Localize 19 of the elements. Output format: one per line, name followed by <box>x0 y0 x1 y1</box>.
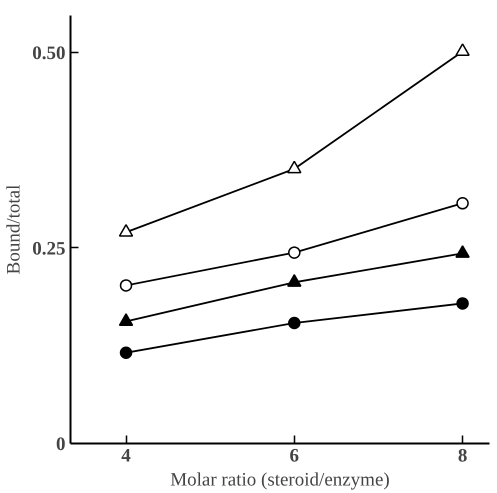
x-tick-label: 8 <box>458 446 468 466</box>
point <box>288 316 301 330</box>
point <box>120 279 132 292</box>
point <box>455 43 470 56</box>
point <box>456 197 469 210</box>
x-tick-label: 4 <box>121 446 132 466</box>
y-axis-title: Bound/total <box>3 184 24 274</box>
point <box>287 160 302 174</box>
point <box>455 245 470 258</box>
x-tick-label: 6 <box>290 446 300 466</box>
point <box>288 246 301 259</box>
point <box>456 297 469 310</box>
y-tick-label: 0.50 <box>32 42 66 64</box>
point <box>287 274 302 287</box>
y-tick-label: 0 <box>56 434 66 455</box>
x-axis-title: Molar ratio (steroid/enzyme) <box>170 470 390 490</box>
point <box>118 224 134 237</box>
point <box>120 346 132 359</box>
y-tick-label: 0.25 <box>32 238 66 260</box>
